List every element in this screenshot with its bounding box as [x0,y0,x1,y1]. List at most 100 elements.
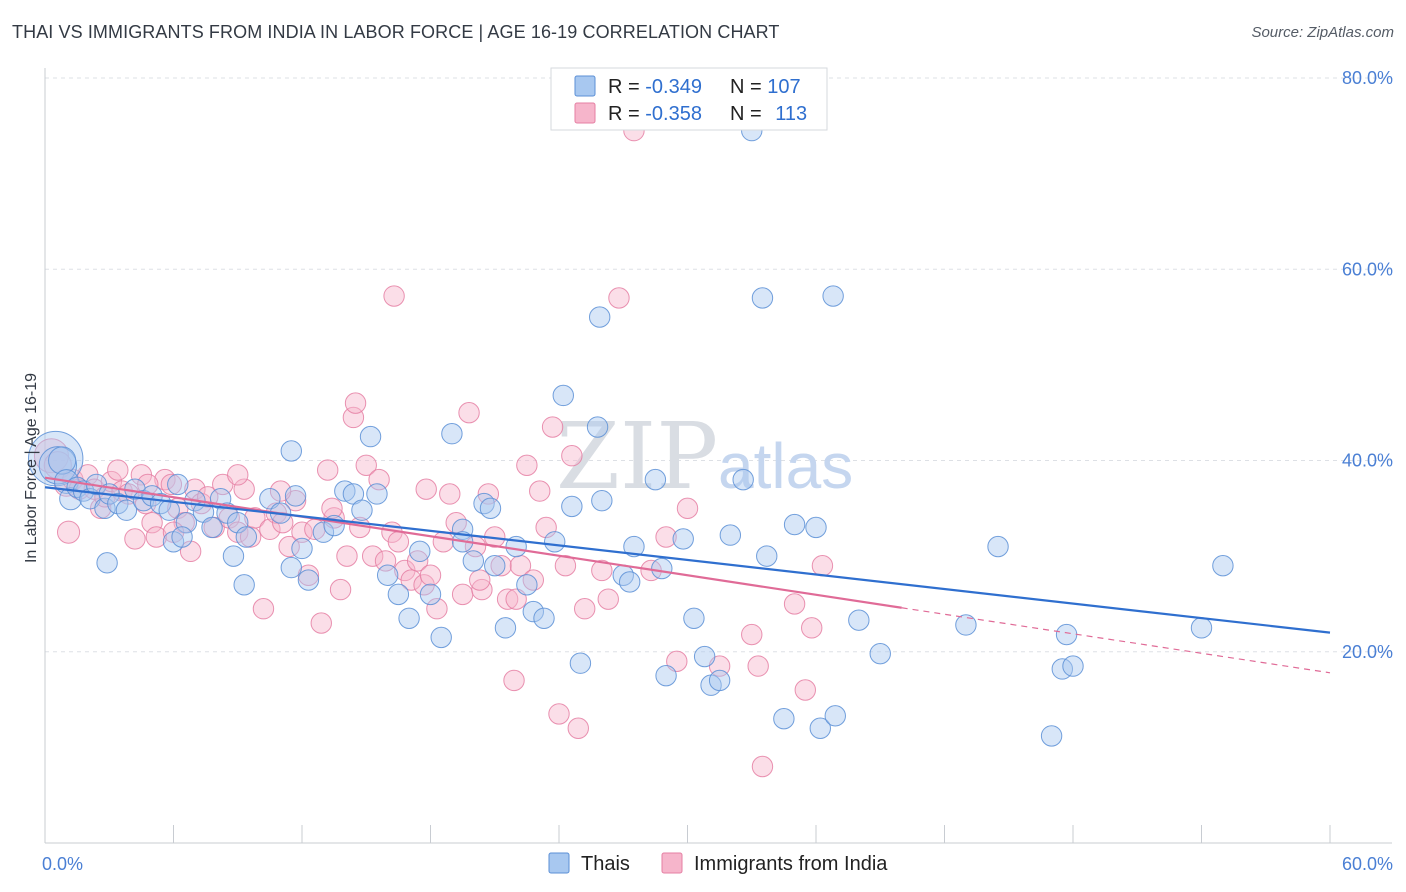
india-point [794,679,816,701]
thai-point [94,497,116,520]
india-r-value: -0.358 [645,103,702,125]
india-point [505,588,527,610]
thai-point [115,499,138,521]
india-point [368,468,390,491]
thai-point [987,535,1009,558]
thai-point [848,609,870,631]
watermark-atlas: atlas [718,430,853,502]
india-point [666,650,688,673]
legend-thai-swatch [548,852,570,874]
source-credit: Source: ZipAtlas.com [1251,24,1394,41]
thai-point [756,545,778,567]
thai-point [107,492,129,515]
india-point [291,521,313,543]
x-tick-label: 0.0% [42,854,83,874]
india-n-value: 113 [775,103,807,125]
svg-text:N = 107: N = 107 [730,76,801,98]
thai-point [869,642,891,665]
thai-point [494,617,517,639]
thai-point [955,614,977,636]
stats-legend: R = -0.349 N = 107 R = -0.358 N = 113 [550,67,828,131]
thai-point [672,528,694,550]
thai-point [167,473,189,496]
india-trend-line [44,476,902,609]
india-point [439,483,461,505]
india-point [355,454,377,476]
thai-point [1062,655,1084,677]
legend-india-swatch [661,852,683,874]
india-point [490,554,512,577]
svg-text:N = 113: N = 113 [730,103,807,125]
india-point [419,564,442,586]
india-point [374,550,397,572]
india-point [57,520,81,544]
india-point [244,507,266,529]
thai-point [484,554,506,577]
thai-swatch [574,75,596,97]
y-tick-label: 40.0% [1342,451,1393,471]
india-point [541,416,564,438]
thai-point [561,495,583,518]
india-point [426,598,448,620]
india-point [141,511,163,534]
thai-point [149,492,172,515]
thai-trend-line [44,486,1331,634]
india-point [548,703,570,725]
thai-point [618,571,641,593]
svg-text:R = -0.349: R = -0.349 [608,76,702,98]
thai-point [359,425,382,448]
india-point [561,445,583,467]
india-point [801,617,823,639]
india-point [469,569,491,591]
india-n-label: N = [730,103,767,125]
india-point [342,406,365,429]
thai-point [586,416,609,438]
thai-point [516,574,538,596]
india-point [361,545,384,567]
chart-title: THAI VS IMMIGRANTS FROM INDIA IN LABOR F… [12,22,780,42]
thai-n-label: N = [730,76,767,98]
thai-point [376,564,399,586]
tick-labels: 20.0% 40.0% 60.0% 80.0% 0.0% 60.0% [42,68,1393,874]
thai-n-value: 107 [767,76,800,98]
axes [44,68,1392,844]
thai-point [644,468,667,491]
thai-point [588,306,611,328]
thai-point [38,446,78,485]
india-point [336,545,358,567]
thai-point [48,446,77,475]
india-point [259,518,281,541]
thai-point [171,526,193,548]
thai-point [773,707,795,730]
thai-point [175,511,198,534]
india-point [227,464,249,486]
thai-point [479,497,502,520]
thai-point [1055,623,1078,646]
india-point [160,473,183,496]
thai-point [683,607,705,629]
india-point [567,717,589,739]
thai-point [280,440,302,462]
thai-point [441,423,463,445]
thai-point [623,535,645,558]
india-point [529,480,551,502]
thai-point [822,285,844,307]
thai-point [366,483,388,505]
thai-point [783,513,806,536]
thai-point [552,384,574,407]
thai-r-value: -0.349 [645,76,702,98]
thai-point [158,499,180,521]
thai-point [591,489,613,512]
india-point [574,598,596,620]
y-axis-label: In Labor Force | Age 16-19 [23,373,40,563]
thai-point [96,552,118,574]
thai-point [201,516,223,539]
thai-point [533,607,555,629]
thai-r-label: R = [608,76,645,98]
thai-point [297,569,320,591]
thai-point [1190,617,1213,639]
thai-point [544,531,566,553]
thai-point [655,664,677,687]
legend-thai-label: Thais [581,853,630,875]
